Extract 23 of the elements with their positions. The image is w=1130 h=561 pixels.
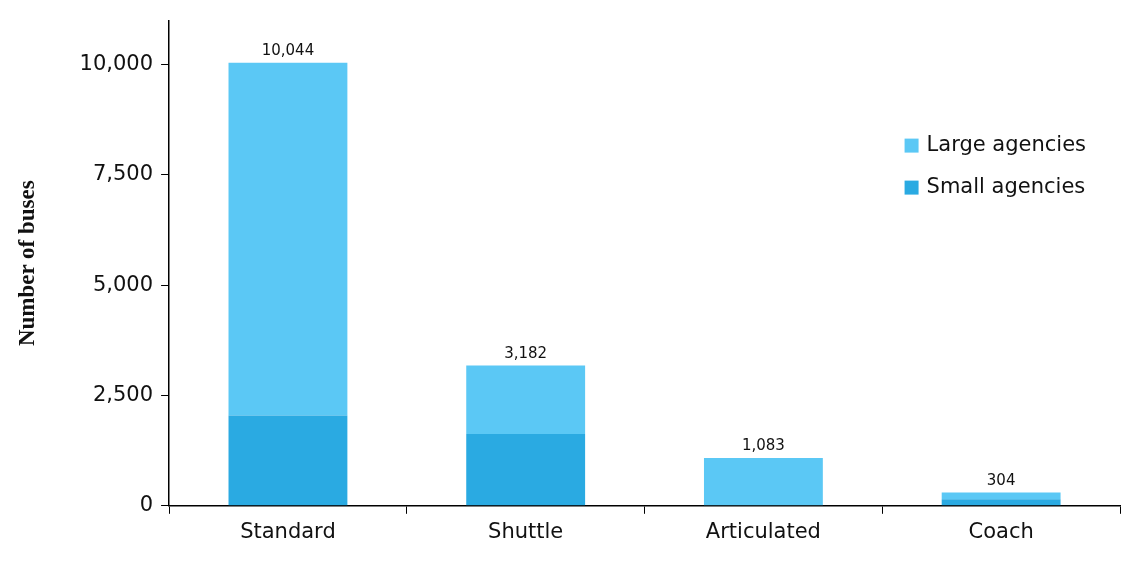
legend-label: Large agencies (926, 132, 1087, 157)
bar (228, 415, 348, 506)
y-tick-label: 5,000 (92, 271, 154, 296)
y-tick-label: 0 (139, 492, 154, 517)
legend-label: Small agencies (926, 174, 1086, 199)
bar (703, 458, 823, 506)
x-tick-label: Articulated (705, 518, 821, 543)
total-label: 304 (986, 470, 1016, 489)
y-axis-title: Number of buses (13, 180, 39, 347)
bar (941, 492, 1061, 500)
total-label: 10,044 (261, 41, 315, 60)
bar (941, 499, 1061, 506)
x-tick-label: Shuttle (488, 518, 564, 543)
bar (466, 433, 586, 506)
y-tick-label: 10,000 (79, 51, 154, 76)
bar (466, 365, 586, 434)
y-tick-label: 2,500 (92, 381, 154, 406)
x-tick-label: Standard (240, 518, 336, 543)
x-tick-label: Coach (968, 518, 1034, 543)
y-tick-label: 7,500 (92, 161, 154, 186)
total-label: 3,182 (504, 343, 548, 362)
total-label: 1,083 (741, 436, 785, 455)
bar (228, 62, 348, 416)
